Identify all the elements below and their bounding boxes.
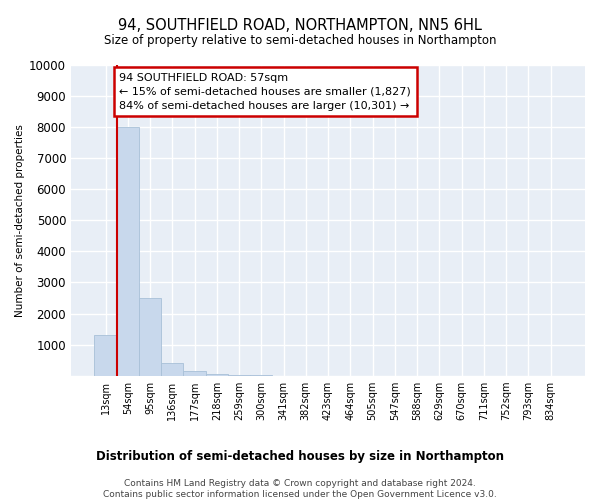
Text: Distribution of semi-detached houses by size in Northampton: Distribution of semi-detached houses by … (96, 450, 504, 463)
Text: Size of property relative to semi-detached houses in Northampton: Size of property relative to semi-detach… (104, 34, 496, 47)
Text: 94 SOUTHFIELD ROAD: 57sqm
← 15% of semi-detached houses are smaller (1,827)
84% : 94 SOUTHFIELD ROAD: 57sqm ← 15% of semi-… (119, 73, 411, 111)
Bar (228, 375, 250, 376)
Text: Contains HM Land Registry data © Crown copyright and database right 2024.: Contains HM Land Registry data © Crown c… (124, 479, 476, 488)
Y-axis label: Number of semi-detached properties: Number of semi-detached properties (15, 124, 25, 317)
Bar (116, 127, 139, 376)
Bar (206, 374, 228, 376)
Bar (139, 298, 161, 376)
Bar (94, 336, 116, 376)
Bar (161, 363, 184, 376)
Text: Contains public sector information licensed under the Open Government Licence v3: Contains public sector information licen… (103, 490, 497, 499)
Bar (184, 371, 206, 376)
Text: 94, SOUTHFIELD ROAD, NORTHAMPTON, NN5 6HL: 94, SOUTHFIELD ROAD, NORTHAMPTON, NN5 6H… (118, 18, 482, 32)
